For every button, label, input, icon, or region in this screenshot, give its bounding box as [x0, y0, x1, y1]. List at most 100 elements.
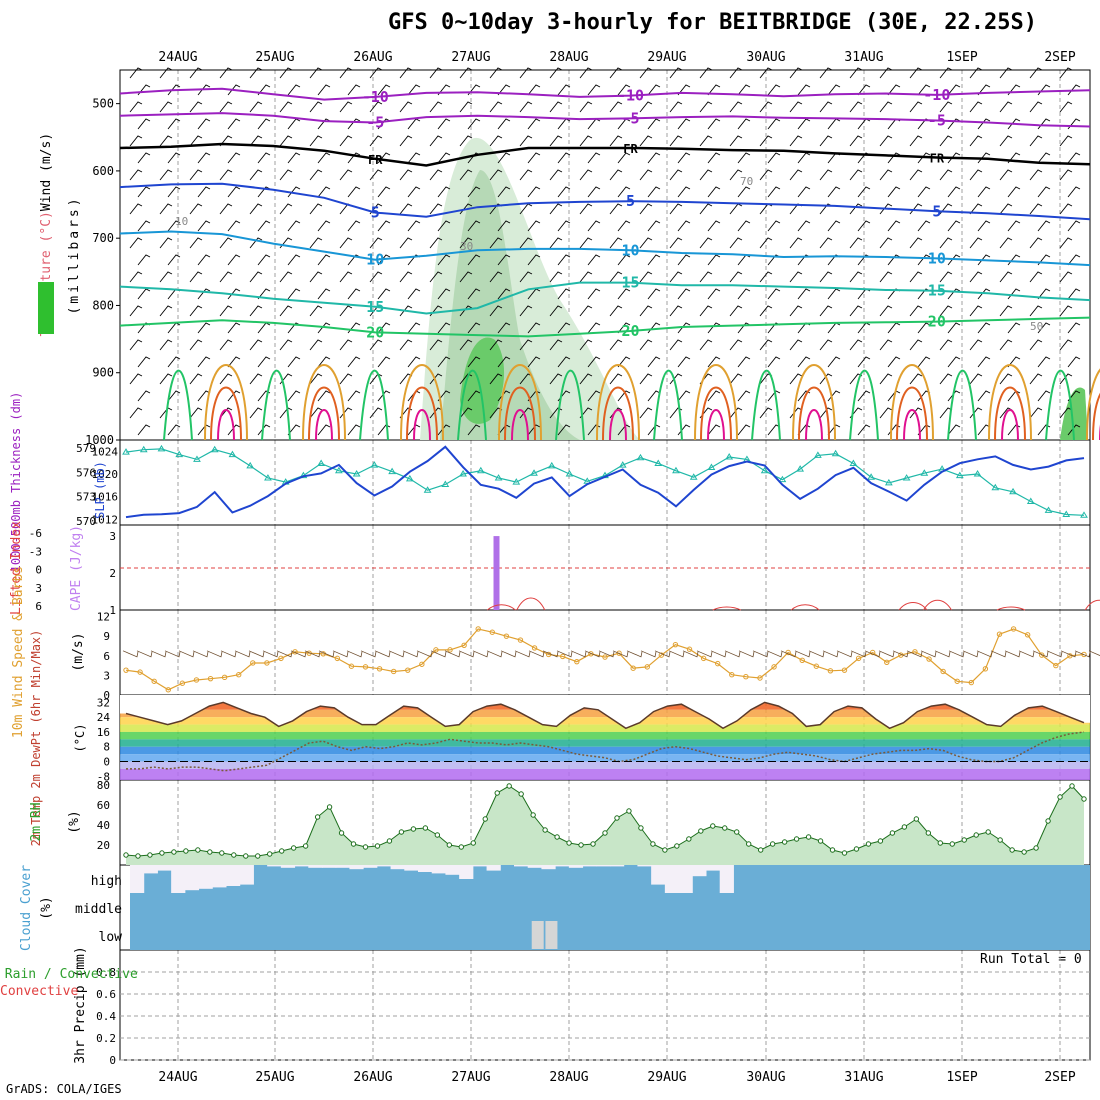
wind-barb	[257, 84, 271, 96]
wind-barb	[317, 322, 331, 334]
wind-barb	[879, 169, 893, 181]
wind-speed-point	[207, 675, 214, 682]
wind-barb	[159, 373, 173, 385]
date-label-bottom: 25AUG	[255, 1070, 294, 1085]
rh-contour-label: 50	[1030, 320, 1043, 333]
temp-unit: (°C)	[73, 724, 87, 753]
wind-barb	[789, 339, 803, 351]
wind-barb-10m	[318, 650, 335, 658]
rh-point	[817, 838, 824, 844]
wind-barb	[737, 356, 751, 368]
rh-point	[1057, 794, 1063, 800]
wind-barb	[669, 407, 683, 419]
wind-barb	[159, 237, 173, 249]
isotherm-line	[119, 142, 1091, 167]
wind-barb	[857, 390, 871, 402]
wind-barb	[399, 339, 413, 351]
cape-tick-label: 3	[109, 530, 116, 543]
wind-barb	[789, 237, 803, 249]
panel-frame	[119, 609, 1091, 696]
wind-speed-point	[602, 654, 608, 660]
wind-barb	[159, 271, 173, 283]
thickness-point	[494, 474, 503, 481]
wind-barb	[947, 322, 961, 334]
wind-barb	[707, 220, 721, 232]
cloud-high-gap	[308, 865, 323, 868]
wind-speed-point	[715, 660, 721, 667]
wind-barb	[489, 101, 503, 113]
wind-barb	[797, 186, 811, 198]
wind-barb	[467, 356, 481, 368]
wind-barb-10m	[738, 650, 755, 658]
wind-barb	[647, 118, 661, 130]
wind-barb	[587, 288, 601, 300]
cloud-high-gap	[184, 865, 200, 891]
wind-barb	[189, 67, 203, 79]
wind-barb-10m	[682, 650, 699, 658]
wind-barb	[347, 186, 361, 198]
temp-contour-loop	[315, 409, 333, 441]
wind-barb	[437, 220, 451, 232]
isotherm-label: 20	[928, 313, 946, 331]
wind-barb	[879, 407, 893, 419]
temp-contour-loop	[596, 364, 640, 441]
wind-barb	[399, 237, 413, 249]
wind-barb	[407, 356, 421, 368]
wind-barb	[317, 152, 331, 164]
rh-point	[1081, 796, 1087, 802]
cloud-fill	[130, 865, 1090, 950]
ytick-label: 6	[103, 650, 110, 663]
isotherm-label: -10	[923, 86, 950, 104]
wind-barb	[759, 101, 773, 113]
wind-barb	[467, 322, 481, 334]
wind-barb	[309, 271, 323, 283]
li-bump	[1084, 599, 1100, 611]
wind-barb	[939, 305, 953, 317]
temp-contour-loop	[498, 364, 542, 441]
wind-barb	[557, 220, 571, 232]
thickness-point	[370, 461, 379, 468]
cloud-high-gap	[171, 865, 186, 893]
wind-barb	[999, 339, 1013, 351]
wind-barb	[219, 237, 233, 249]
wind-barb	[857, 84, 871, 96]
page-title: GFS 0~10day 3-hourly for BEITBRIDGE (30E…	[388, 10, 1038, 35]
wind-barb	[677, 390, 691, 402]
wind-barb	[167, 84, 181, 96]
ytick-label: 500	[92, 97, 114, 111]
wind-barb	[227, 186, 241, 198]
wind-barb-10m	[416, 650, 433, 658]
wind-barb	[579, 237, 593, 249]
wind-barb	[407, 186, 421, 198]
wind-barb	[347, 288, 361, 300]
rh-point	[614, 815, 620, 821]
wind-speed-point	[264, 660, 270, 666]
wind-barb	[519, 305, 533, 317]
wind-barb	[587, 186, 601, 198]
wind-barb-10m	[836, 650, 853, 658]
wind-barb	[399, 203, 413, 215]
wind-barb	[729, 373, 743, 385]
wind-barb	[467, 288, 481, 300]
wind-barb	[617, 220, 631, 232]
thickness-point	[867, 473, 875, 480]
wind-barb	[999, 67, 1013, 79]
temp-series-line	[125, 701, 1085, 730]
wind-barb-10m	[514, 650, 531, 658]
wind-barb	[879, 305, 893, 317]
li-tick-label: 0	[35, 564, 42, 577]
rh-point	[207, 849, 213, 855]
wind-barb	[377, 220, 391, 232]
wind-barb	[699, 101, 713, 113]
wind-barb	[519, 407, 533, 419]
wind-barb	[1059, 169, 1073, 181]
ytick-label: 600	[92, 164, 114, 178]
wind-barb	[1037, 152, 1051, 164]
wind-barb	[669, 101, 683, 113]
temp-contour-20-loop	[261, 369, 291, 441]
wind-barb	[617, 288, 631, 300]
date-label-bottom: 27AUG	[451, 1070, 490, 1085]
wind-barb	[947, 220, 961, 232]
wind-barb	[1037, 84, 1051, 96]
wind-barb	[519, 101, 533, 113]
